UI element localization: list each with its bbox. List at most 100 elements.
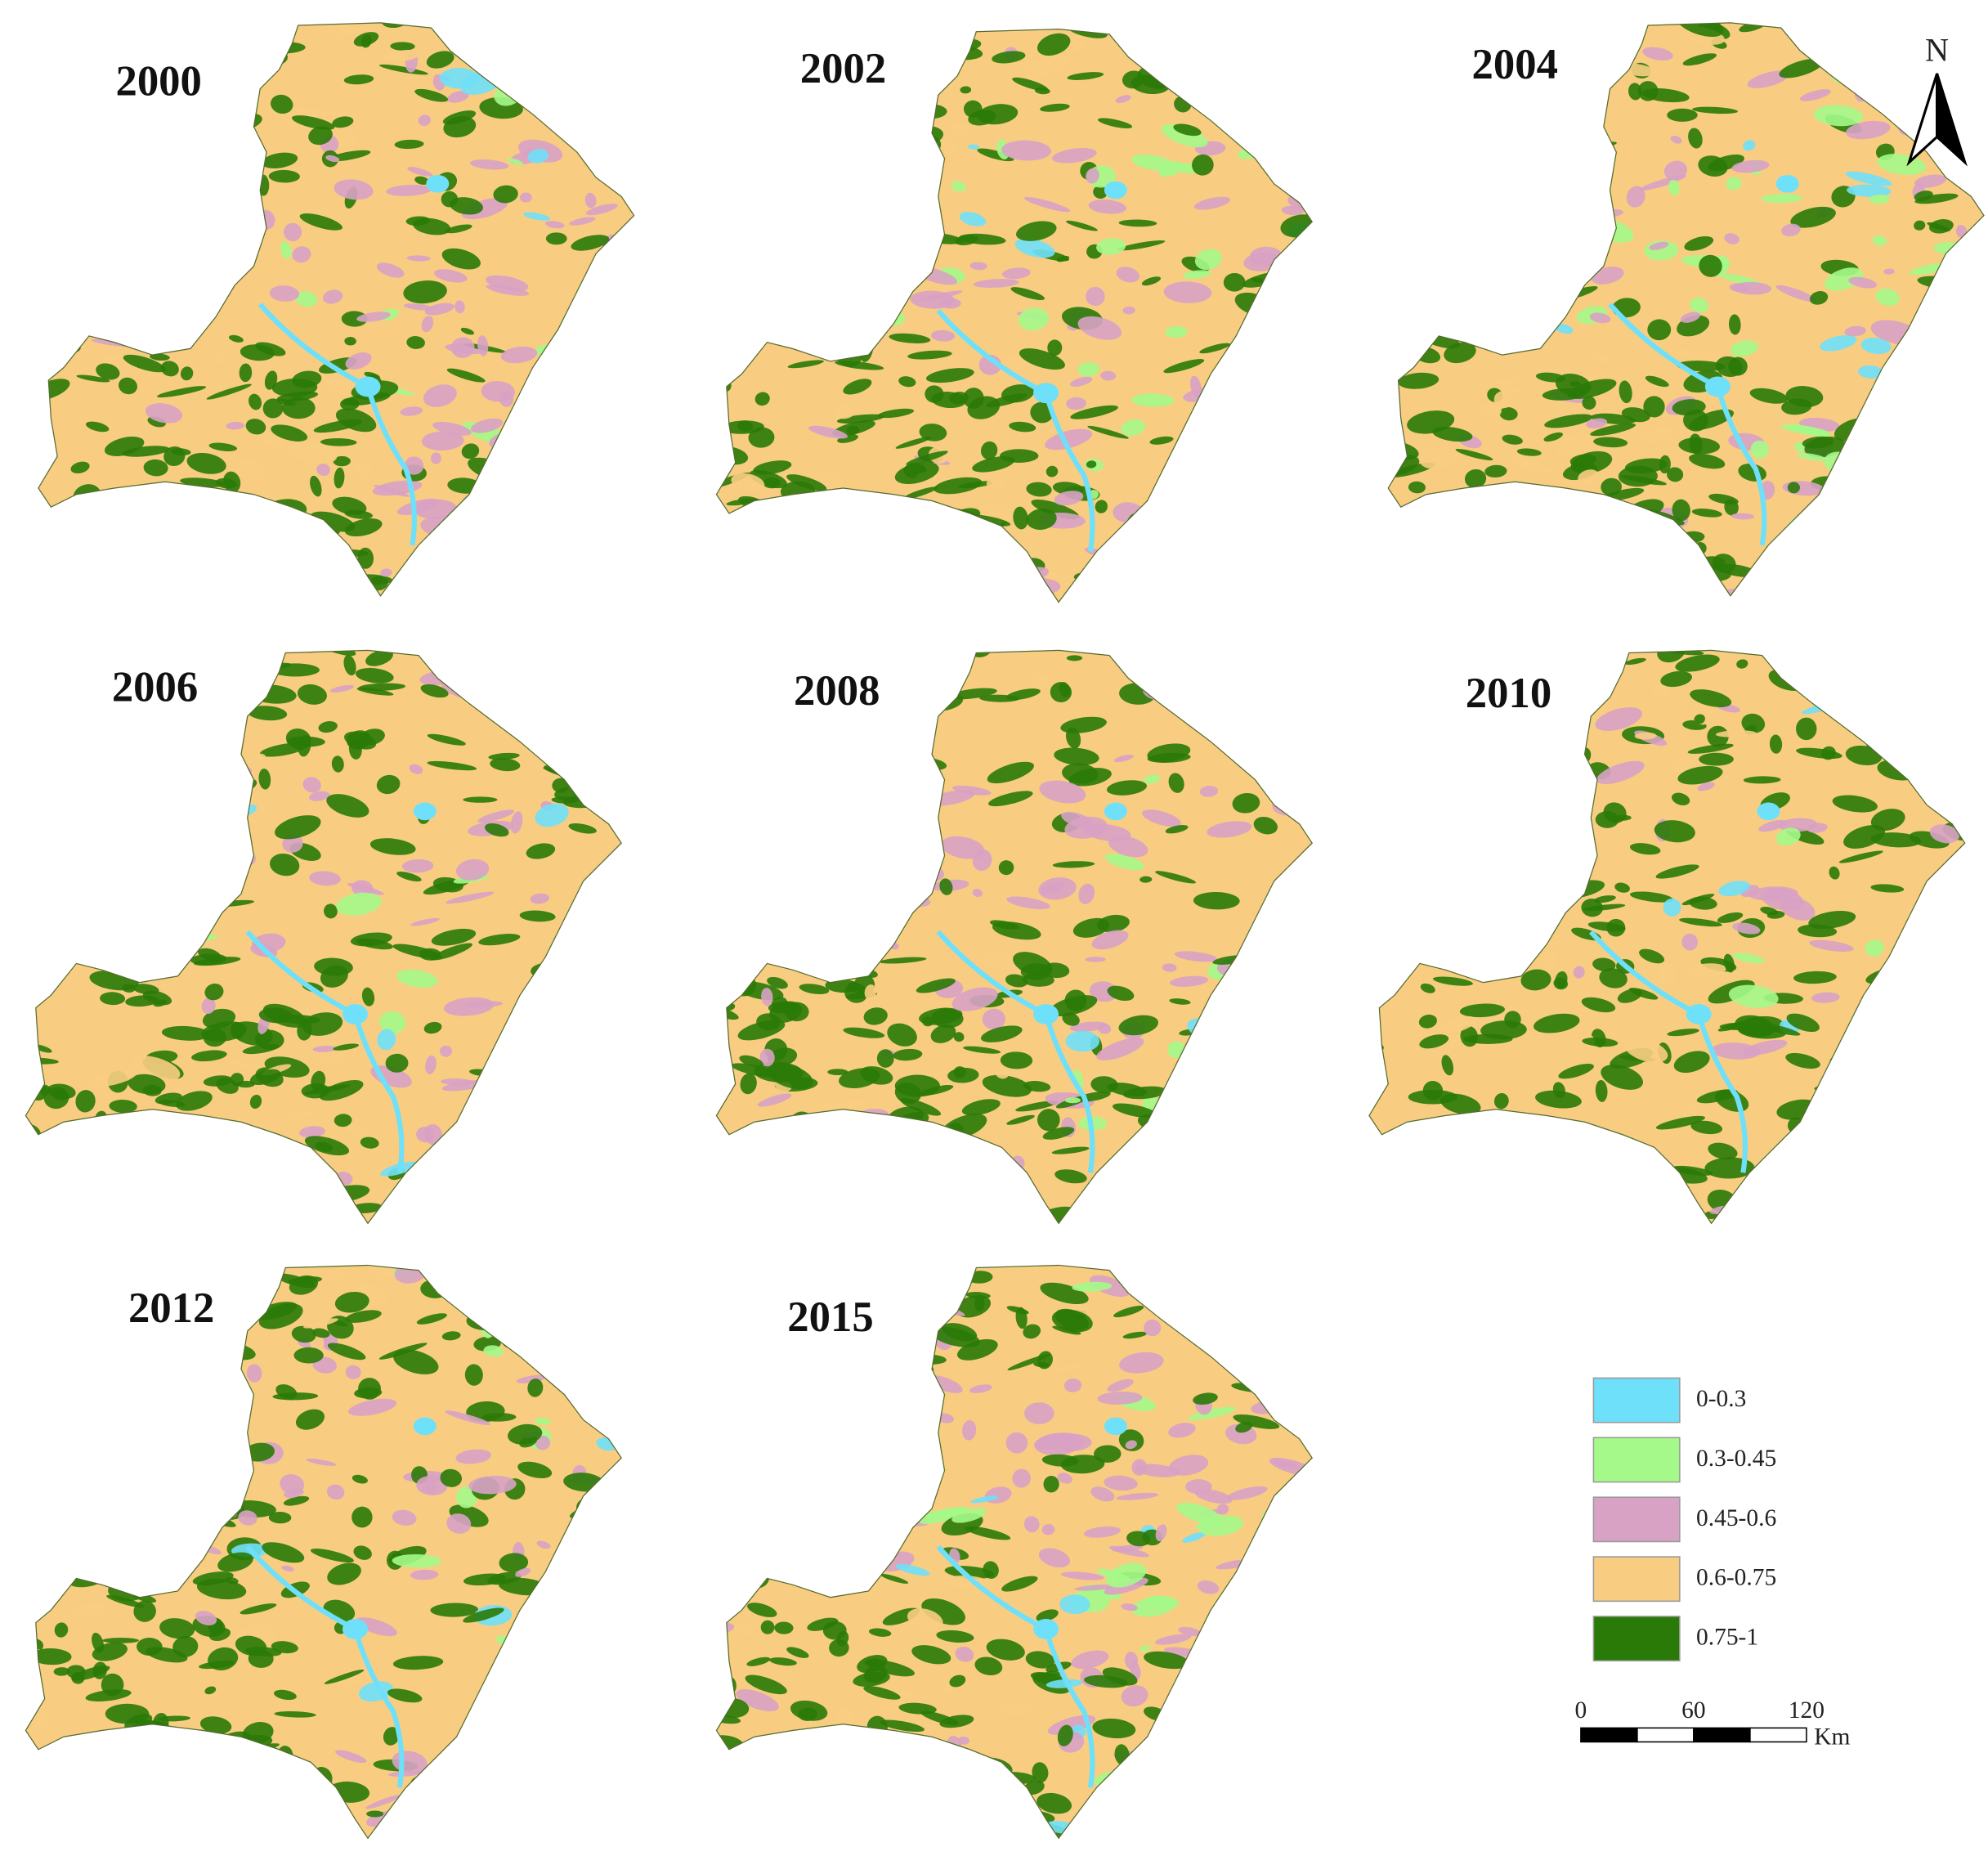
- map-patch: [204, 983, 224, 1001]
- map-patch: [204, 1686, 217, 1695]
- map-patch: [336, 892, 382, 916]
- map-patch: [110, 752, 147, 769]
- map-patch: [1167, 1285, 1211, 1307]
- map-patch: [297, 684, 327, 705]
- map-patch: [833, 402, 856, 419]
- map-patch: [1112, 1544, 1144, 1553]
- map-patch: [1444, 1034, 1462, 1049]
- map-patch: [472, 1786, 487, 1805]
- map-patch: [25, 1555, 57, 1570]
- map-patch: [1289, 410, 1313, 419]
- map-patch: [1838, 850, 1883, 863]
- map-patch: [991, 353, 1031, 376]
- map-patch: [238, 1510, 257, 1526]
- map-patch: [1125, 1440, 1137, 1450]
- map-patch: [1238, 70, 1264, 83]
- map-patch: [392, 1656, 444, 1670]
- map-patch: [465, 1001, 504, 1008]
- map-patch: [556, 591, 607, 596]
- map-patch: [144, 201, 165, 212]
- map-patch: [739, 123, 777, 144]
- map-patch: [759, 52, 777, 73]
- map-patch: [716, 1479, 732, 1488]
- map-patch: [1005, 974, 1028, 988]
- map-patch: [1206, 1067, 1247, 1092]
- map-patch: [1450, 26, 1486, 38]
- lake: [1033, 1004, 1059, 1024]
- map-patch: [1899, 528, 1923, 540]
- map-patch: [763, 29, 808, 43]
- map-patch: [1386, 1222, 1403, 1224]
- map-patch: [230, 1739, 245, 1752]
- map-patch: [790, 1464, 822, 1481]
- map-patch: [127, 1825, 154, 1835]
- map-patch: [879, 957, 927, 964]
- map-patch: [44, 1492, 83, 1513]
- map-patch: [826, 1154, 837, 1165]
- map-patch: [1118, 219, 1157, 227]
- map-patch: [48, 98, 65, 121]
- map-patch: [441, 248, 481, 270]
- map-patch: [449, 1196, 470, 1209]
- map-patch: [1781, 424, 1831, 437]
- map-patch: [1405, 737, 1427, 756]
- map-patch: [1793, 971, 1837, 984]
- map-patch: [763, 116, 795, 139]
- map-patch: [1086, 460, 1097, 468]
- map-patch: [756, 537, 770, 558]
- map-patch: [1407, 297, 1444, 321]
- map-patch: [1663, 160, 1687, 181]
- lake: [413, 802, 437, 821]
- map-patch: [333, 455, 351, 467]
- map-patch: [1885, 1024, 1902, 1043]
- map-patch: [729, 550, 759, 563]
- map-patch: [974, 1657, 1003, 1676]
- map-patch: [1888, 1013, 1910, 1021]
- map-panel: [25, 649, 622, 1225]
- map-patch: [94, 24, 119, 33]
- map-patch: [499, 1553, 529, 1573]
- map-patch: [822, 899, 849, 911]
- map-patch: [266, 1759, 298, 1773]
- map-patch: [119, 917, 163, 937]
- map-patch: [846, 425, 860, 436]
- map-patch: [1163, 281, 1212, 303]
- map-patch: [941, 836, 985, 859]
- map-panel: [715, 649, 1313, 1225]
- map-patch: [508, 532, 539, 554]
- map-patch: [1194, 249, 1222, 271]
- map-patch: [174, 553, 207, 573]
- map-patch: [498, 1127, 518, 1142]
- map-patch: [1411, 794, 1452, 814]
- map-patch: [418, 114, 432, 127]
- map-patch: [753, 460, 792, 475]
- map-patch: [1163, 359, 1205, 374]
- map-patch: [1052, 861, 1095, 868]
- map-patch: [405, 1181, 418, 1203]
- map-patch: [1708, 1142, 1738, 1160]
- map-patch: [589, 424, 634, 444]
- map-patch: [1406, 239, 1432, 250]
- map-patch: [271, 378, 318, 397]
- map-patch: [1767, 650, 1812, 667]
- map-patch: [844, 1268, 870, 1289]
- map-patch: [171, 1780, 205, 1796]
- map-patch: [535, 84, 547, 96]
- map-patch: [1453, 524, 1468, 534]
- map-patch: [249, 1069, 281, 1086]
- map-patch: [1681, 894, 1715, 906]
- map-patch: [1535, 1090, 1582, 1109]
- map-patch: [1781, 398, 1812, 415]
- map-patch: [1117, 240, 1166, 251]
- map-patch: [1779, 58, 1824, 78]
- map-patch: [146, 490, 159, 510]
- map-patch: [386, 184, 432, 196]
- map-patch: [1199, 1831, 1239, 1839]
- map-patch: [343, 1125, 372, 1136]
- map-patch: [807, 1617, 839, 1631]
- map-patch: [948, 123, 971, 139]
- map-patch: [955, 1295, 992, 1318]
- map-patch: [758, 703, 794, 714]
- map-outline: [38, 22, 635, 597]
- map-patch: [992, 1193, 1024, 1201]
